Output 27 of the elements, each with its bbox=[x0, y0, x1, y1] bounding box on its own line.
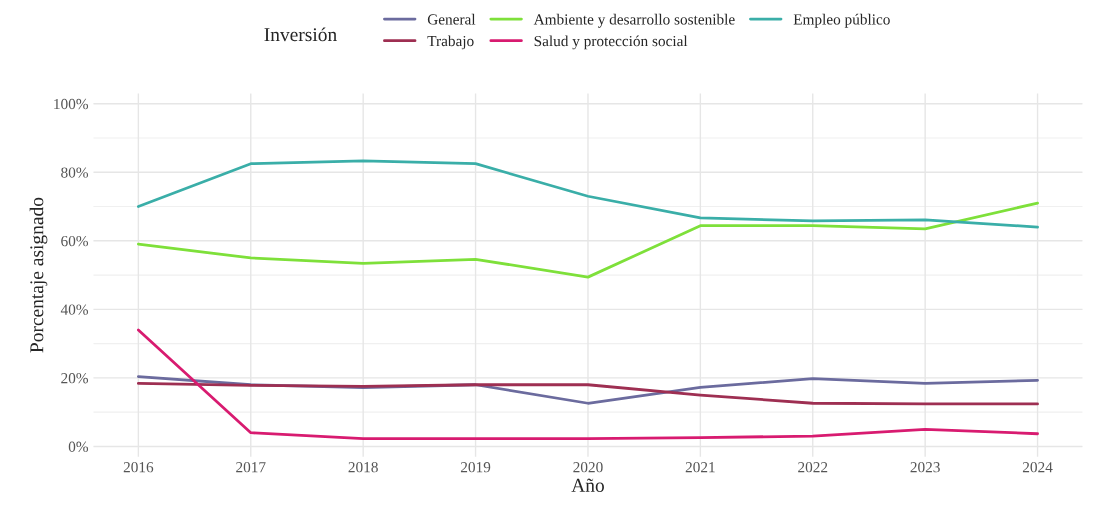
y-tick-label: 100% bbox=[54, 98, 89, 110]
line-series bbox=[136, 381, 1039, 406]
legend-label: General bbox=[427, 13, 476, 25]
y-tick-label: 40% bbox=[60, 304, 89, 315]
y-tick-label: 80% bbox=[61, 167, 89, 178]
legend-title: Inversión bbox=[264, 27, 337, 42]
x-tick-label: 2021 bbox=[685, 462, 715, 473]
x-tick-label: 2016 bbox=[123, 462, 154, 473]
x-tick-label: 2022 bbox=[798, 462, 828, 473]
line-series bbox=[136, 159, 1039, 229]
x-tick-label: 2023 bbox=[910, 462, 940, 473]
x-tick-label: 2019 bbox=[460, 462, 491, 473]
legend-label: Empleo público bbox=[793, 13, 890, 28]
y-tick-label: 20% bbox=[61, 373, 89, 384]
y-axis-title: Porcentaje asignado bbox=[29, 197, 48, 353]
y-tick-label: 60% bbox=[61, 235, 89, 247]
line-series bbox=[136, 328, 1039, 440]
legend-label: Ambiente y desarrollo sostenible bbox=[533, 13, 735, 28]
x-tick-label: 2017 bbox=[236, 462, 266, 473]
x-tick-label: 2024 bbox=[1022, 462, 1053, 473]
y-tick-label: 0% bbox=[68, 441, 89, 452]
line-series bbox=[136, 201, 1039, 279]
x-axis-title: Año bbox=[571, 478, 604, 492]
x-tick-label: 2020 bbox=[573, 462, 603, 473]
legend-label: Trabajo bbox=[427, 35, 474, 50]
legend-label: Salud y protección social bbox=[534, 35, 688, 50]
x-tick-label: 2018 bbox=[348, 462, 378, 473]
